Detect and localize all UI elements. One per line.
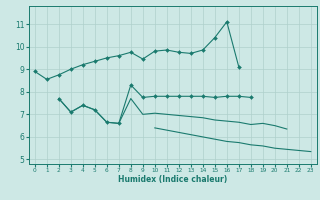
X-axis label: Humidex (Indice chaleur): Humidex (Indice chaleur) (118, 175, 228, 184)
